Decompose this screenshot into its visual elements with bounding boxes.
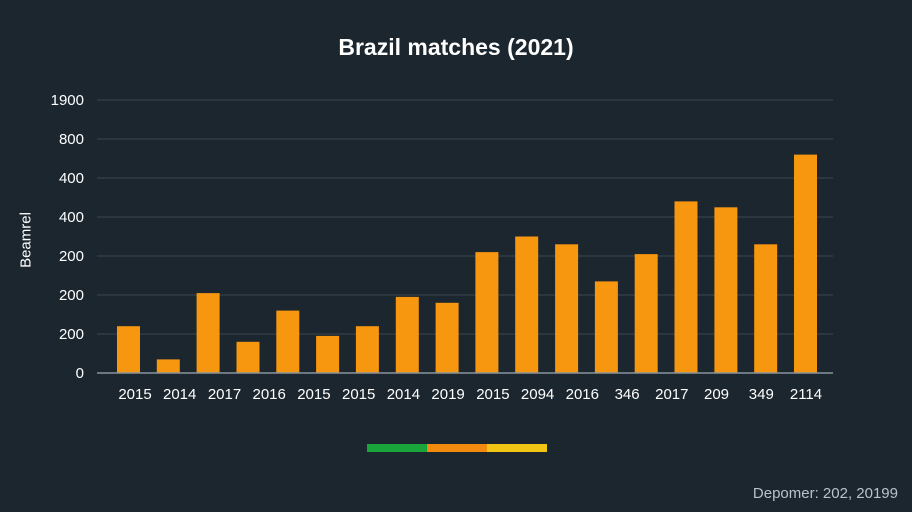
y-tick-label: 200 <box>59 326 84 343</box>
bar <box>794 154 817 373</box>
x-tick-label: 2017 <box>208 386 241 403</box>
bar <box>515 236 539 373</box>
y-tick-label: 400 <box>59 209 84 226</box>
bar <box>276 310 300 373</box>
x-tick-label: 2015 <box>297 386 330 403</box>
x-tick-label: 2017 <box>655 386 688 403</box>
y-tick-label: 200 <box>59 287 84 304</box>
bar <box>355 326 379 373</box>
legend-strip <box>367 444 547 452</box>
footnote: Depomer: 202, 20199 <box>752 485 898 502</box>
x-tick-label: 2015 <box>342 386 375 403</box>
bar <box>634 254 658 373</box>
bar <box>316 335 340 373</box>
x-tick-label: 2015 <box>476 386 509 403</box>
bar <box>594 281 618 374</box>
bar <box>196 293 220 373</box>
y-tick-label: 0 <box>76 365 84 382</box>
y-tick-label: 1900 <box>51 92 84 109</box>
x-tick-label: 346 <box>615 386 640 403</box>
bar <box>236 341 260 373</box>
bar <box>117 326 140 373</box>
y-tick-label: 200 <box>59 248 84 265</box>
bar <box>555 244 579 373</box>
x-tick-label: 2015 <box>118 386 151 403</box>
legend-swatch-yellow <box>487 444 547 452</box>
bar <box>156 359 180 373</box>
x-tick-label: 2019 <box>431 386 464 403</box>
x-tick-label: 2094 <box>521 386 554 403</box>
bar <box>714 207 738 374</box>
y-tick-label: 400 <box>59 170 84 187</box>
y-tick-label: 800 <box>59 131 84 148</box>
bar <box>435 302 459 373</box>
x-tick-label: 2014 <box>163 386 196 403</box>
x-tick-label: 2016 <box>253 386 286 403</box>
bar <box>395 296 419 373</box>
bar <box>674 201 698 373</box>
legend-swatch-orange <box>427 444 487 452</box>
legend-swatch-green <box>367 444 427 452</box>
x-tick-label: 209 <box>704 386 729 403</box>
bar <box>475 252 499 373</box>
x-tick-label: 349 <box>749 386 774 403</box>
chart-title: Brazil matches (2021) <box>338 34 574 60</box>
bar <box>754 244 778 373</box>
x-tick-label: 2016 <box>566 386 599 403</box>
x-tick-label: 2114 <box>790 386 822 403</box>
x-tick-label: 2014 <box>387 386 420 403</box>
